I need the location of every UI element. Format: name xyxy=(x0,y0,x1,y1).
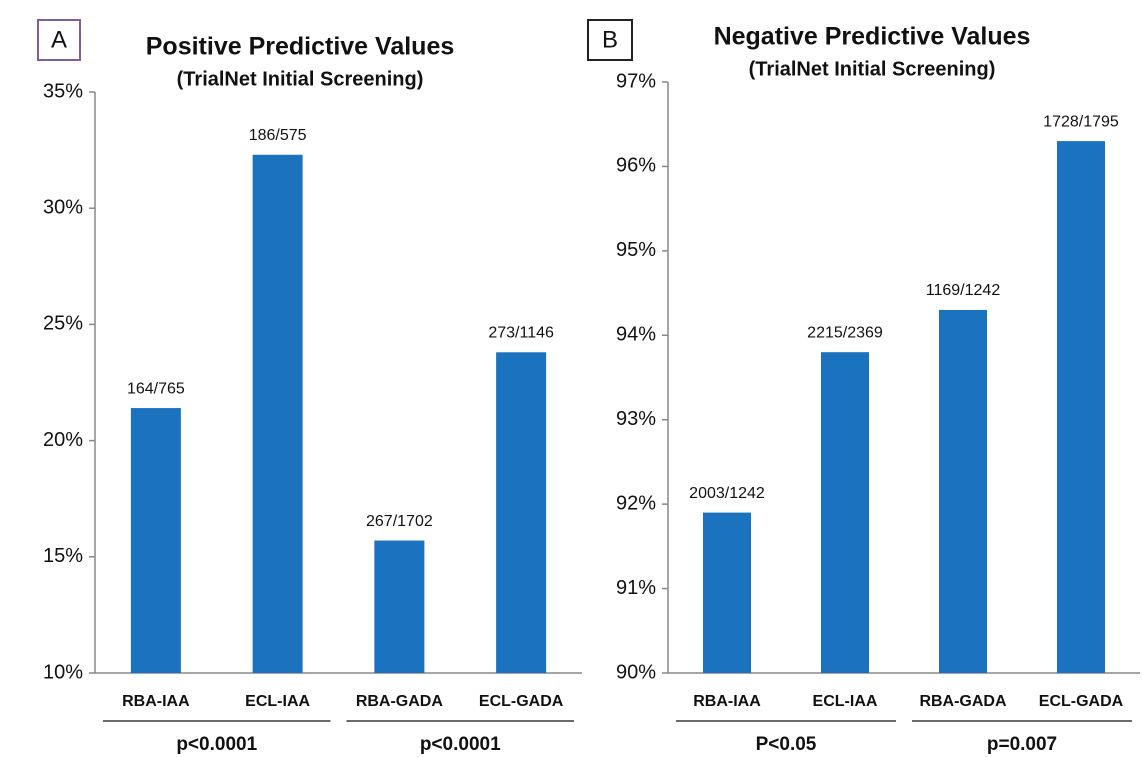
bar xyxy=(252,154,303,674)
y-tick-label: 90% xyxy=(616,661,656,683)
p-value: P<0.05 xyxy=(756,734,817,755)
value-label: 1728/1795 xyxy=(1043,113,1119,130)
bar xyxy=(1057,141,1105,674)
bar xyxy=(496,352,547,673)
panel-box xyxy=(587,19,633,61)
chart-subtitle: (TrialNet Initial Screening) xyxy=(177,68,424,90)
bar xyxy=(939,309,987,673)
value-label: 273/1146 xyxy=(488,325,554,342)
panel-label: A xyxy=(51,26,67,53)
y-tick-label: 10% xyxy=(43,661,83,683)
x-tick-label: ECL-IAA xyxy=(245,693,310,710)
y-tick-label: 15% xyxy=(43,545,83,567)
chart-subtitle: (TrialNet Initial Screening) xyxy=(749,58,996,80)
y-tick-label: 92% xyxy=(616,492,656,514)
value-label: 1169/1242 xyxy=(926,282,1001,299)
bar xyxy=(374,540,425,673)
panel-box xyxy=(37,19,81,61)
x-tick-label: RBA-IAA xyxy=(122,693,190,710)
y-tick-label: 97% xyxy=(616,70,656,92)
bar xyxy=(130,408,181,673)
y-tick-label: 95% xyxy=(616,239,656,261)
p-value: p<0.0001 xyxy=(420,734,501,755)
chart-title: Negative Predictive Values xyxy=(714,23,1031,51)
p-value: p=0.007 xyxy=(987,734,1057,755)
y-tick-label: 93% xyxy=(616,408,656,430)
value-label: 2215/2369 xyxy=(807,324,883,341)
panel-label: B xyxy=(602,26,618,53)
y-tick-label: 20% xyxy=(43,429,83,451)
x-tick-label: RBA-GADA xyxy=(356,693,444,710)
x-tick-label: ECL-GADA xyxy=(1039,693,1124,710)
value-label: 2003/1242 xyxy=(689,485,765,502)
x-tick-label: ECL-IAA xyxy=(813,693,878,710)
value-label: 186/575 xyxy=(249,127,307,144)
x-tick-label: ECL-GADA xyxy=(479,693,564,710)
y-tick-label: 94% xyxy=(616,324,656,346)
bar xyxy=(821,352,869,673)
x-tick-label: RBA-GADA xyxy=(919,693,1007,710)
p-value: p<0.0001 xyxy=(176,734,257,755)
bar xyxy=(703,512,751,673)
y-tick-label: 25% xyxy=(43,313,83,335)
x-tick-label: RBA-IAA xyxy=(693,693,761,710)
value-label: 164/765 xyxy=(127,380,185,397)
y-tick-label: 96% xyxy=(616,155,656,177)
value-label: 267/1702 xyxy=(366,513,433,530)
y-tick-label: 30% xyxy=(43,196,83,218)
chart-title: Positive Predictive Values xyxy=(146,33,455,61)
y-tick-label: 35% xyxy=(43,80,83,102)
y-tick-label: 91% xyxy=(616,577,656,599)
